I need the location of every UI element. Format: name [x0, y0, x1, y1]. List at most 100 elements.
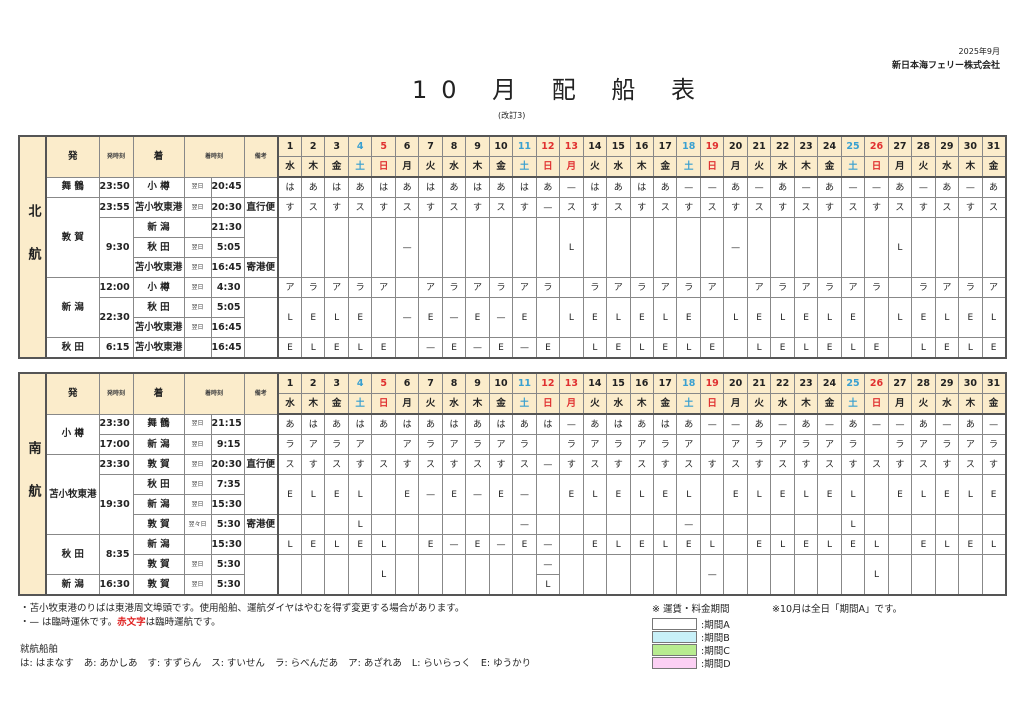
- ship-cell: E: [676, 297, 701, 338]
- ship-cell: L: [887, 297, 913, 338]
- page-title: 10 月 配 船 表: [412, 76, 710, 104]
- ship-cell: —: [512, 474, 537, 515]
- ship-cell: あ: [817, 176, 842, 198]
- ship-cell: す: [746, 454, 772, 475]
- arrival-day: 翌々日: [183, 514, 212, 535]
- day-number: 16: [629, 135, 655, 157]
- ships-legend-title: 就航船舶: [20, 644, 59, 655]
- remark: 直行便: [243, 197, 279, 218]
- ship-cell: [512, 217, 537, 278]
- arrival-time: 20:30: [210, 197, 245, 218]
- arrival-port: 苫小牧東港: [132, 337, 185, 359]
- day-weekday: 金: [981, 156, 1007, 178]
- ship-cell: —: [535, 197, 561, 218]
- day-number: 1: [276, 372, 302, 394]
- ship-cell: —: [418, 337, 443, 359]
- day-weekday: 金: [817, 393, 842, 415]
- ship-cell: あ: [981, 176, 1007, 198]
- ship-cell: E: [864, 337, 889, 359]
- departure-port: 苫小牧東港: [45, 454, 100, 535]
- ship-cell: あ: [394, 176, 420, 198]
- ship-cell: す: [324, 197, 349, 218]
- day-number: 30: [958, 372, 983, 394]
- ship-cell: [887, 514, 913, 535]
- arrival-port: 秋 田: [132, 297, 185, 318]
- ship-cell: あ: [441, 176, 467, 198]
- ship-cell: [793, 514, 819, 535]
- ship-cell: E: [418, 534, 443, 555]
- ship-cell: あ: [324, 413, 349, 435]
- ship-cell: あ: [770, 176, 795, 198]
- ship-cell: す: [723, 197, 748, 218]
- ship-cell: [418, 217, 443, 278]
- note-extra-service: は臨時運航です。: [145, 617, 221, 628]
- day-number: 31: [981, 372, 1007, 394]
- ship-cell: L: [840, 337, 866, 359]
- day-number: 12: [535, 135, 561, 157]
- ship-cell: ス: [418, 454, 443, 475]
- ship-cell: は: [441, 413, 467, 435]
- day-weekday: 木: [958, 393, 983, 415]
- ship-cell: ラ: [746, 434, 772, 455]
- day-number: 1: [276, 135, 302, 157]
- ship-cell: L: [559, 297, 584, 338]
- day-weekday: 火: [582, 156, 608, 178]
- day-number: 7: [418, 372, 443, 394]
- ship-cell: E: [300, 297, 326, 338]
- ship-cell: ス: [770, 454, 795, 475]
- ship-cell: [723, 534, 748, 555]
- ship-cell: [535, 217, 561, 278]
- departure-time: 17:00: [98, 434, 134, 455]
- arrival-time: 21:15: [210, 413, 245, 435]
- departure-port: 新 潟: [45, 277, 100, 338]
- ship-cell: L: [746, 474, 772, 515]
- day-weekday: 日: [864, 156, 889, 178]
- ship-cell: L: [582, 474, 608, 515]
- day-weekday: 月: [723, 156, 748, 178]
- ship-cell: L: [746, 337, 772, 359]
- ship-cell: ラ: [512, 434, 537, 455]
- ship-cell: E: [441, 337, 467, 359]
- day-weekday: 木: [793, 393, 819, 415]
- ship-cell: [582, 554, 608, 596]
- ship-cell: —: [559, 176, 584, 198]
- day-number: 23: [793, 372, 819, 394]
- ship-cell: す: [441, 454, 467, 475]
- arrival-port: 苫小牧東港: [132, 317, 185, 338]
- ship-cell: [934, 554, 960, 596]
- ship-cell: ス: [559, 197, 584, 218]
- ship-cell: ス: [606, 197, 631, 218]
- day-number: 26: [864, 372, 889, 394]
- ship-cell: ラ: [770, 277, 795, 298]
- fare-period-item: :期間D: [652, 656, 731, 670]
- ship-cell: [559, 337, 584, 359]
- day-weekday: 木: [300, 393, 326, 415]
- ship-cell: [276, 554, 302, 596]
- ship-cell: は: [606, 413, 631, 435]
- ship-cell: ア: [582, 434, 608, 455]
- arrival-time: 15:30: [210, 494, 245, 515]
- ship-cell: E: [347, 534, 373, 555]
- ship-cell: —: [535, 534, 561, 555]
- remark: 寄港便: [243, 514, 279, 535]
- remark: [243, 534, 279, 555]
- day-weekday: 日: [699, 393, 725, 415]
- arrival-day: [183, 217, 212, 238]
- ship-cell: ス: [793, 197, 819, 218]
- ship-cell: E: [559, 474, 584, 515]
- ship-cell: [394, 514, 420, 535]
- ship-cell: —: [699, 554, 725, 596]
- arrival-time: 5:30: [210, 574, 245, 596]
- ship-cell: L: [324, 297, 349, 338]
- ship-cell: す: [371, 197, 396, 218]
- ship-cell: L: [606, 297, 631, 338]
- day-number: 2: [300, 135, 326, 157]
- ship-cell: ア: [300, 434, 326, 455]
- day-weekday: 月: [559, 393, 584, 415]
- ship-cell: E: [371, 337, 396, 359]
- ship-cell: は: [276, 176, 302, 198]
- arrival-port: 苫小牧東港: [132, 197, 185, 218]
- ship-cell: L: [629, 337, 655, 359]
- fare-legend-title: ※ 運賃・料金期間: [652, 604, 730, 615]
- day-weekday: 月: [723, 393, 748, 415]
